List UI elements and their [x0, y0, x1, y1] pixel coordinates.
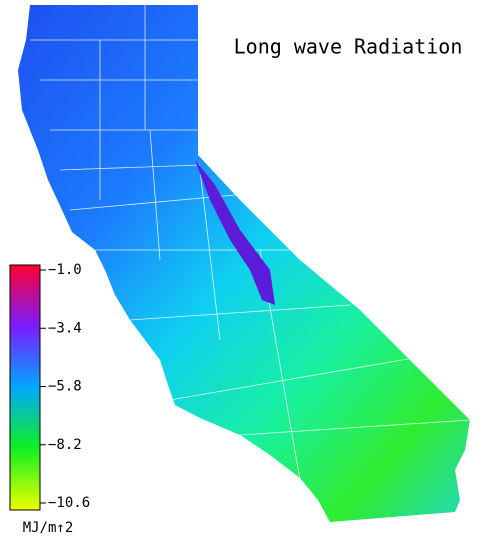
tick-label: −3.4	[48, 320, 82, 336]
tick-label: −10.6	[48, 495, 90, 511]
tick-label: −5.8	[48, 379, 82, 395]
tick-label: −1.0	[48, 262, 82, 278]
california-map	[18, 5, 470, 522]
colorbar-unit: MJ/m↑2	[23, 520, 74, 536]
tick-label: −8.2	[48, 437, 82, 453]
county-lines	[30, 5, 471, 481]
map-title: Long wave Radiation	[234, 35, 463, 59]
colorbar	[9, 264, 41, 511]
colorbar-ticks: −1.0 −3.4 −5.8 −8.2 −10.6	[40, 262, 90, 511]
sierra-nevada-high	[195, 160, 275, 305]
